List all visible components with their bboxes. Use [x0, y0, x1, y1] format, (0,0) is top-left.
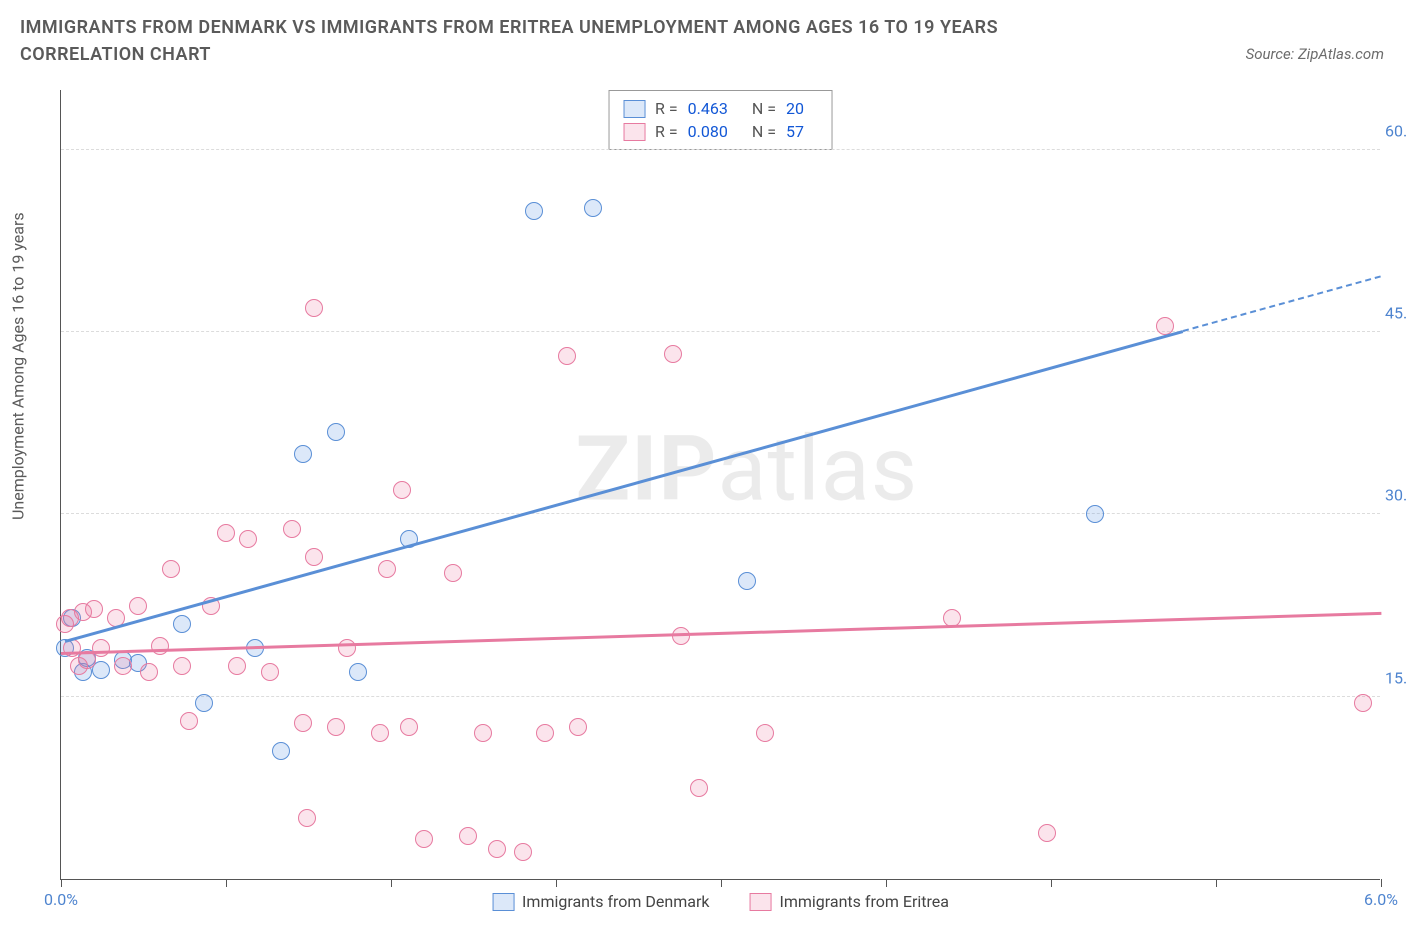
data-point-eritrea — [338, 639, 356, 657]
stat-n-label: N = — [752, 122, 776, 141]
data-point-eritrea — [1354, 694, 1372, 712]
data-point-eritrea — [327, 718, 345, 736]
stat-n-value: 57 — [786, 122, 804, 141]
stats-legend-box: R = 0.463 N = 20 R = 0.080 N = 57 — [608, 90, 833, 150]
y-tick-label: 60.0% — [1385, 121, 1406, 140]
data-point-eritrea — [298, 809, 316, 827]
data-point-eritrea — [305, 548, 323, 566]
data-point-eritrea — [129, 597, 147, 615]
x-tick-label: 0.0% — [44, 890, 78, 909]
data-point-eritrea — [444, 564, 462, 582]
data-point-eritrea — [371, 724, 389, 742]
data-point-eritrea — [294, 714, 312, 732]
data-point-eritrea — [217, 524, 235, 542]
stat-r-value: 0.463 — [688, 99, 728, 118]
data-point-denmark — [738, 572, 756, 590]
data-point-denmark — [294, 445, 312, 463]
data-point-eritrea — [228, 657, 246, 675]
x-tick — [61, 879, 62, 887]
x-tick — [1381, 879, 1382, 887]
x-tick — [1216, 879, 1217, 887]
data-point-eritrea — [756, 724, 774, 742]
stat-r-label: R = — [655, 122, 678, 141]
data-point-eritrea — [393, 481, 411, 499]
x-tick — [721, 879, 722, 887]
gridline-h — [61, 696, 1380, 697]
data-point-denmark — [584, 199, 602, 217]
data-point-eritrea — [400, 718, 418, 736]
x-tick — [1051, 879, 1052, 887]
data-point-denmark — [525, 202, 543, 220]
data-point-denmark — [195, 694, 213, 712]
stat-r-label: R = — [655, 99, 678, 118]
data-point-eritrea — [536, 724, 554, 742]
data-point-denmark — [1086, 505, 1104, 523]
plot-region: ZIPatlas R =0.463N =20R =0.080N =57 Immi… — [60, 90, 1380, 880]
data-point-eritrea — [162, 560, 180, 578]
data-point-eritrea — [261, 663, 279, 681]
data-point-eritrea — [415, 830, 433, 848]
data-point-eritrea — [140, 663, 158, 681]
data-point-denmark — [327, 423, 345, 441]
data-point-eritrea — [92, 639, 110, 657]
swatch-denmark — [623, 100, 645, 118]
data-point-eritrea — [459, 827, 477, 845]
y-tick-label: 45.0% — [1385, 304, 1406, 323]
data-point-denmark — [349, 663, 367, 681]
chart-title: IMMIGRANTS FROM DENMARK VS IMMIGRANTS FR… — [20, 14, 1120, 68]
data-point-eritrea — [114, 657, 132, 675]
data-point-eritrea — [239, 530, 257, 548]
stats-row-eritrea: R = 0.080 N = 57 — [623, 120, 818, 143]
data-point-eritrea — [474, 724, 492, 742]
gridline-h — [61, 513, 1380, 514]
legend-label: Immigrants from Eritrea — [779, 892, 948, 911]
chart-area: Unemployment Among Ages 16 to 19 years Z… — [0, 80, 1406, 930]
trend-line — [65, 330, 1183, 642]
trend-line — [61, 612, 1381, 655]
legend-label: Immigrants from Denmark — [522, 892, 709, 911]
stats-row-denmark: R = 0.463 N = 20 — [623, 97, 818, 120]
y-axis-label: Unemployment Among Ages 16 to 19 years — [9, 212, 28, 520]
x-tick — [556, 879, 557, 887]
stat-n-label: N = — [752, 99, 776, 118]
data-point-eritrea — [664, 345, 682, 363]
data-point-eritrea — [85, 600, 103, 618]
source-label: Source: ZipAtlas.com — [1246, 45, 1384, 63]
x-tick — [886, 879, 887, 887]
y-tick-label: 15.0% — [1385, 668, 1406, 687]
gridline-h — [61, 149, 1380, 150]
y-tick-label: 30.0% — [1385, 486, 1406, 505]
legend-item-denmark: Immigrants from Denmark — [492, 892, 709, 911]
data-point-eritrea — [378, 560, 396, 578]
legend-swatch-eritrea — [749, 893, 771, 911]
data-point-denmark — [272, 742, 290, 760]
legend-item-eritrea: Immigrants from Eritrea — [749, 892, 948, 911]
x-tick — [226, 879, 227, 887]
data-point-eritrea — [180, 712, 198, 730]
data-point-eritrea — [569, 718, 587, 736]
data-point-eritrea — [151, 637, 169, 655]
data-point-eritrea — [672, 627, 690, 645]
data-point-eritrea — [690, 779, 708, 797]
stat-r-value: 0.080 — [688, 122, 728, 141]
x-tick-label: 6.0% — [1364, 890, 1398, 909]
data-point-eritrea — [1038, 824, 1056, 842]
data-point-eritrea — [305, 299, 323, 317]
legend-bottom: Immigrants from Denmark Immigrants from E… — [492, 892, 949, 911]
watermark: ZIPatlas — [576, 416, 919, 521]
data-point-denmark — [173, 615, 191, 633]
x-tick — [391, 879, 392, 887]
data-point-eritrea — [558, 347, 576, 365]
swatch-eritrea — [623, 123, 645, 141]
data-point-eritrea — [514, 843, 532, 861]
data-point-eritrea — [173, 657, 191, 675]
trend-line — [1183, 275, 1382, 332]
data-point-eritrea — [488, 840, 506, 858]
data-point-eritrea — [283, 520, 301, 538]
legend-swatch-denmark — [492, 893, 514, 911]
stat-n-value: 20 — [786, 99, 804, 118]
